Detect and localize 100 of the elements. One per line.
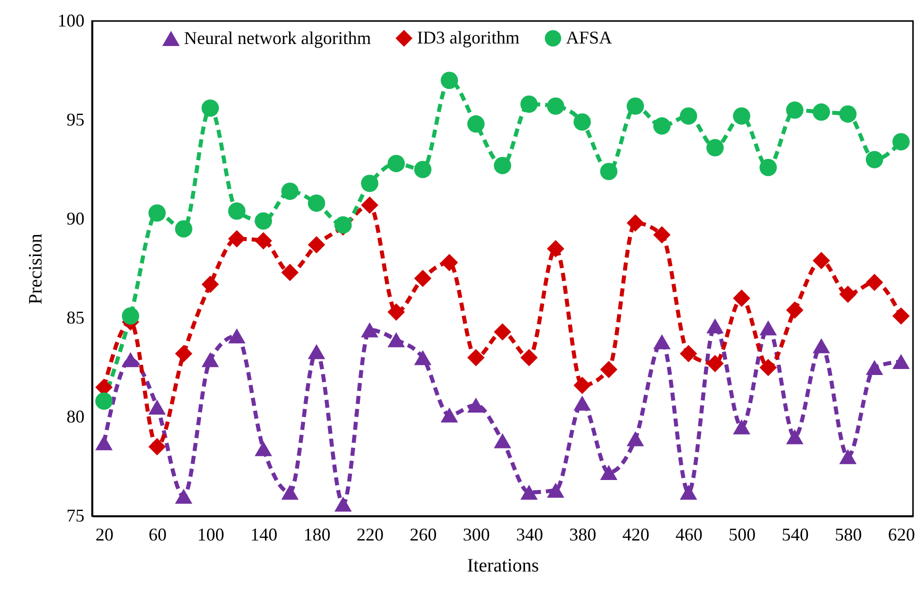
x-tick-label: 620 bbox=[888, 524, 916, 544]
point bbox=[281, 484, 299, 500]
point bbox=[228, 230, 246, 248]
point bbox=[520, 484, 538, 500]
point bbox=[706, 139, 724, 156]
point bbox=[360, 322, 378, 338]
x-tick-label: 380 bbox=[569, 524, 596, 544]
point bbox=[334, 496, 352, 512]
point bbox=[228, 202, 246, 220]
x-tick-label: 580 bbox=[834, 524, 862, 544]
point bbox=[494, 433, 512, 448]
point bbox=[360, 196, 378, 214]
point bbox=[600, 162, 618, 180]
x-tick-label: 100 bbox=[197, 524, 224, 544]
point bbox=[440, 254, 458, 272]
point bbox=[95, 392, 113, 410]
point bbox=[546, 97, 564, 115]
x-tick-label: 500 bbox=[728, 524, 756, 544]
point bbox=[760, 320, 777, 336]
point bbox=[892, 307, 910, 325]
point bbox=[812, 103, 830, 121]
legend-label: ID3 algorithm bbox=[417, 27, 520, 48]
point bbox=[388, 154, 405, 172]
x-tick-label: 20 bbox=[95, 524, 114, 544]
point bbox=[574, 376, 591, 394]
y-tick-label: 95 bbox=[66, 110, 84, 130]
point bbox=[254, 441, 272, 456]
point bbox=[786, 301, 804, 319]
point bbox=[440, 72, 458, 90]
point bbox=[308, 344, 326, 360]
y-tick-label: 100 bbox=[58, 10, 84, 30]
point bbox=[574, 396, 591, 411]
point bbox=[786, 101, 804, 119]
point bbox=[175, 488, 192, 504]
point bbox=[467, 115, 485, 133]
point bbox=[281, 264, 299, 282]
point bbox=[388, 303, 405, 321]
point bbox=[546, 482, 564, 498]
y-tick-label: 80 bbox=[66, 406, 84, 426]
y-tick-label: 90 bbox=[66, 208, 84, 228]
point bbox=[281, 182, 299, 200]
point bbox=[122, 307, 140, 325]
x-tick-label: 340 bbox=[516, 524, 544, 544]
point bbox=[467, 398, 485, 413]
point bbox=[892, 354, 910, 370]
point bbox=[95, 435, 113, 450]
point bbox=[175, 220, 192, 238]
point bbox=[812, 338, 830, 354]
point bbox=[653, 117, 671, 135]
point bbox=[308, 236, 326, 254]
point bbox=[866, 360, 884, 375]
point bbox=[760, 158, 777, 176]
point bbox=[414, 350, 432, 366]
point bbox=[202, 276, 219, 293]
point bbox=[574, 113, 591, 131]
point bbox=[228, 328, 246, 344]
point bbox=[202, 99, 219, 117]
point bbox=[175, 344, 192, 362]
point bbox=[732, 107, 750, 125]
point bbox=[626, 431, 644, 446]
point bbox=[866, 274, 884, 292]
x-tick-label: 540 bbox=[782, 524, 809, 544]
x-tick-label: 60 bbox=[148, 524, 167, 544]
x-tick-label: 220 bbox=[356, 524, 384, 544]
x-tick-label: 180 bbox=[304, 524, 331, 544]
point bbox=[786, 429, 804, 444]
point bbox=[732, 419, 750, 434]
x-tick-label: 140 bbox=[250, 524, 278, 544]
point bbox=[254, 212, 272, 230]
point bbox=[254, 232, 272, 250]
legend-label: Neural network algorithm bbox=[184, 28, 371, 48]
point bbox=[866, 150, 884, 168]
point bbox=[388, 332, 405, 348]
x-tick-label: 460 bbox=[675, 524, 702, 544]
point bbox=[600, 360, 618, 378]
point bbox=[839, 286, 857, 303]
point bbox=[546, 240, 564, 258]
point bbox=[626, 214, 644, 232]
point bbox=[202, 352, 219, 368]
point bbox=[414, 160, 432, 178]
point bbox=[653, 226, 671, 244]
point bbox=[494, 323, 512, 341]
point bbox=[626, 97, 644, 115]
point bbox=[467, 348, 485, 366]
point bbox=[732, 290, 750, 307]
point bbox=[653, 334, 671, 350]
x-axis-title: Iterations bbox=[467, 556, 539, 576]
x-tick-label: 300 bbox=[462, 524, 490, 544]
point bbox=[520, 96, 538, 113]
point bbox=[680, 107, 698, 125]
legend-label: AFSA bbox=[566, 27, 612, 48]
point bbox=[122, 352, 140, 368]
y-axis-title: Precision bbox=[26, 233, 46, 304]
point bbox=[839, 449, 857, 464]
point bbox=[600, 464, 618, 480]
point bbox=[680, 484, 698, 500]
point bbox=[760, 358, 777, 376]
x-tick-label: 260 bbox=[410, 524, 437, 544]
point bbox=[680, 344, 698, 362]
point bbox=[148, 204, 166, 222]
